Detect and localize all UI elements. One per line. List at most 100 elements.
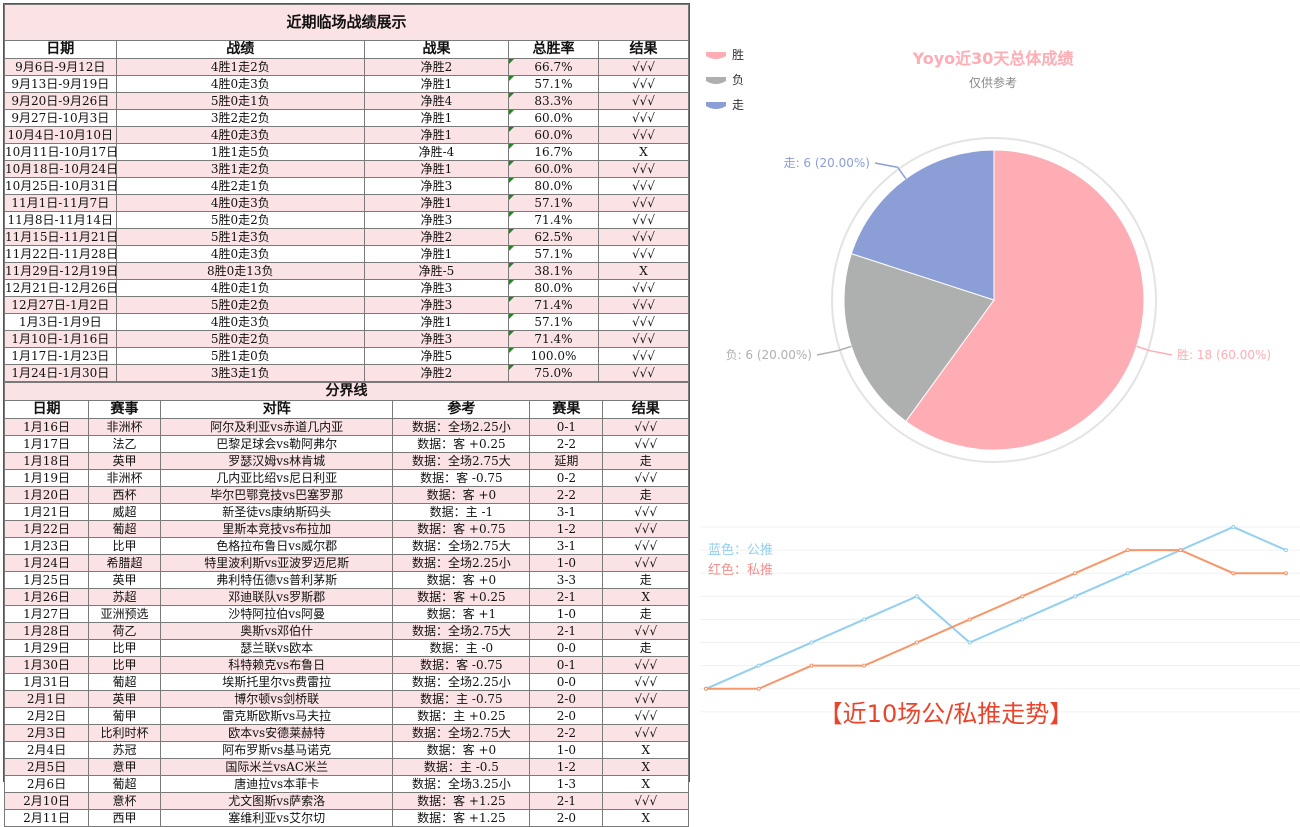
- match-row: 1月25日 英甲 弗利特伍德vs普利茅斯 数据：客 +0 3-3 走: [3, 571, 689, 589]
- row-date: 11月15日-11月21日: [4, 228, 117, 246]
- match-date: 1月31日: [3, 673, 90, 691]
- match-reference: 数据：客 +0: [392, 741, 531, 759]
- series-1-point[interactable]: [914, 640, 919, 645]
- series-0-point[interactable]: [756, 663, 761, 668]
- pie-chart: 胜负走 Yoyo近30天总体成绩 仅供参考 胜: 18 (60.00%) 负: 6…: [706, 47, 1271, 463]
- series-0-point[interactable]: [1125, 571, 1130, 576]
- match-reference: 数据：客 +0.25: [392, 435, 531, 453]
- series-1-point[interactable]: [1178, 548, 1183, 553]
- series-1-point[interactable]: [704, 686, 708, 691]
- match-date: 1月23日: [3, 537, 90, 555]
- pie-slice-2[interactable]: [850, 149, 995, 301]
- match-result: 走: [602, 639, 689, 657]
- match-date: 1月16日: [3, 418, 90, 436]
- pie-legend[interactable]: 胜负走: [706, 47, 744, 112]
- series-0-point[interactable]: [1020, 617, 1025, 622]
- match-date: 2月1日: [3, 690, 90, 708]
- row-date: 12月27日-1月2日: [4, 296, 117, 314]
- match-score: 2-2: [529, 486, 604, 504]
- match-teams: 邓迪联队vs罗斯郡: [159, 588, 394, 606]
- row-date: 10月11日-10月17日: [4, 143, 117, 161]
- series-0-point[interactable]: [1231, 525, 1236, 529]
- legend-label-0[interactable]: 胜: [732, 47, 744, 62]
- row-result: √√√: [597, 330, 690, 348]
- row-date: 1月10日-1月16日: [4, 330, 117, 348]
- match-teams: 阿尔及利亚vs赤道几内亚: [159, 418, 394, 436]
- match-result: X: [602, 588, 689, 606]
- match-teams: 沙特阿拉伯vs阿曼: [159, 605, 394, 623]
- match-league: 西杯: [88, 486, 161, 504]
- legend-swatch-2[interactable]: [706, 102, 726, 109]
- match-reference: 数据：主 -0: [392, 639, 531, 657]
- table-row: 1月24日-1月30日 3胜3走1负 净胜2 75.0% √√√: [4, 364, 690, 382]
- series-1-point[interactable]: [756, 686, 761, 691]
- series-0-point[interactable]: [809, 640, 814, 645]
- row-winrate: 80.0%: [507, 279, 599, 297]
- series-1-point[interactable]: [862, 663, 867, 668]
- series-1-point[interactable]: [1284, 571, 1288, 576]
- series-0-point[interactable]: [1073, 594, 1078, 599]
- series-1-point[interactable]: [967, 617, 972, 622]
- match-result: √√√: [602, 503, 689, 521]
- match-result: X: [602, 758, 689, 776]
- legend-swatch-0[interactable]: [706, 52, 726, 59]
- match-result: √√√: [602, 656, 689, 674]
- match-row: 1月16日 非洲杯 阿尔及利亚vs赤道几内亚 数据：全场2.25小 0-1 √√√: [3, 418, 689, 436]
- series-0-point[interactable]: [862, 617, 867, 622]
- pie-slice-1[interactable]: [843, 253, 995, 423]
- match-row: 2月4日 苏冠 阿布罗斯vs基马诺克 数据：客 +0 1-0 X: [3, 741, 689, 759]
- series-0-point[interactable]: [967, 640, 972, 645]
- row-result: √√√: [597, 126, 690, 144]
- series-1-point[interactable]: [1231, 571, 1236, 576]
- series-1-point[interactable]: [809, 663, 814, 668]
- match-reference: 数据：客 +0: [392, 486, 531, 504]
- match-row: 1月31日 葡超 埃斯托里尔vs费雷拉 数据：全场2.25小 0-0 √√√: [3, 673, 689, 691]
- row-date: 10月4日-10月10日: [4, 126, 117, 144]
- match-reference: 数据：客 +0: [392, 571, 531, 589]
- row-date: 11月8日-11月14日: [4, 211, 117, 229]
- row-result: √√√: [597, 75, 690, 93]
- match-score: 2-2: [529, 724, 604, 742]
- pie-slice-0[interactable]: [905, 149, 1145, 451]
- match-league: 苏超: [88, 588, 161, 606]
- match-result: √√√: [602, 435, 689, 453]
- row-result: √√√: [597, 211, 690, 229]
- legend-swatch-1[interactable]: [706, 77, 726, 84]
- legend-label-1[interactable]: 负: [732, 73, 744, 87]
- row-winrate: 71.4%: [507, 330, 599, 348]
- pie-label-2: 走: 6 (20.00%): [784, 156, 870, 170]
- row-net: 净胜5: [363, 347, 509, 365]
- row-winrate: 71.4%: [507, 211, 599, 229]
- match-teams: 色格拉布鲁日vs威尔郡: [159, 537, 394, 555]
- match-score: 1-2: [529, 758, 604, 776]
- col-header-reference: 参考: [392, 400, 531, 419]
- match-league: 非洲杯: [88, 418, 161, 436]
- row-result: √√√: [597, 109, 690, 127]
- series-0-point[interactable]: [1284, 548, 1288, 553]
- line-grid: [700, 526, 1300, 713]
- match-reference: 数据：客 +1: [392, 605, 531, 623]
- match-teams: 博尔顿vs剑桥联: [159, 690, 394, 708]
- match-score: 2-1: [529, 622, 604, 640]
- match-reference: 数据：全场2.25小: [392, 554, 531, 572]
- table-row: 9月20日-9月26日 5胜0走1负 净胜4 83.3% √√√: [4, 92, 690, 110]
- series-1-point[interactable]: [1020, 594, 1025, 599]
- series-1-point[interactable]: [1125, 548, 1130, 553]
- row-record: 4胜0走3负: [115, 313, 365, 331]
- row-date: 11月22日-11月28日: [4, 245, 117, 263]
- match-row: 1月19日 非洲杯 几内亚比绍vs尼日利亚 数据：客 -0.75 0-2 √√√: [3, 469, 689, 487]
- row-record: 3胜2走2负: [115, 109, 365, 127]
- match-result: 走: [602, 605, 689, 623]
- match-league: 葡超: [88, 775, 161, 793]
- match-row: 1月28日 荷乙 奥斯vs邓伯什 数据：全场2.75大 2-1 √√√: [3, 622, 689, 640]
- row-result: √√√: [597, 58, 690, 76]
- match-reference: 数据：主 -0.75: [392, 690, 531, 708]
- series-1-point[interactable]: [1073, 571, 1078, 576]
- row-winrate: 57.1%: [507, 75, 599, 93]
- match-row: 1月29日 比甲 瑟兰联vs欧本 数据：主 -0 0-0 走: [3, 639, 689, 657]
- series-0-point[interactable]: [914, 594, 919, 599]
- legend-label-2[interactable]: 走: [732, 98, 744, 112]
- match-reference: 数据：主 -1: [392, 503, 531, 521]
- match-date: 1月17日: [3, 435, 90, 453]
- match-result: √√√: [602, 537, 689, 555]
